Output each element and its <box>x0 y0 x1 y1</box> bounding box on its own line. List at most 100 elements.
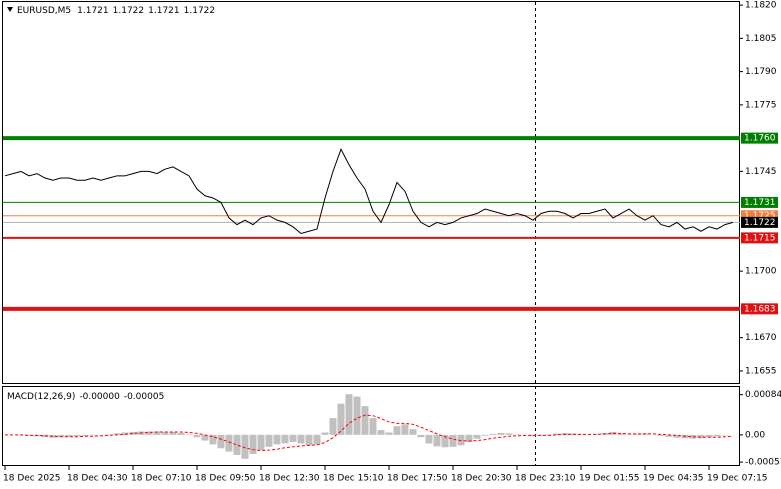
level-label-box <box>741 232 778 244</box>
signal-line <box>5 414 734 452</box>
level-label-box <box>741 210 778 222</box>
level-label: 1.1725 <box>744 211 776 221</box>
y-tick-label: 0.00 <box>745 430 765 440</box>
macd-bar <box>225 434 233 452</box>
macd-bar <box>345 394 353 435</box>
level-label: 1.1731 <box>744 198 776 208</box>
macd-bar <box>217 434 225 449</box>
macd-bar <box>329 418 337 435</box>
header-arrow <box>7 7 13 12</box>
macd-bar <box>401 424 409 435</box>
macd-bar <box>713 434 721 437</box>
symbol: EURUSD,M5 <box>17 6 71 16</box>
x-tick-label: 18 Dec 2025 <box>3 474 61 484</box>
x-tick-label: 18 Dec 23:10 <box>515 474 576 484</box>
x-tick-label: 18 Dec 04:30 <box>67 474 128 484</box>
macd-bar <box>473 434 481 439</box>
quote: 1.1722 <box>113 6 145 16</box>
price-line <box>4 147 734 235</box>
macd-bar <box>113 433 121 435</box>
y-tick-label: 1.1820 <box>745 1 777 11</box>
macd-bar <box>633 433 641 435</box>
level-label-box <box>741 132 778 144</box>
x-tick-label: 18 Dec 07:10 <box>131 474 192 484</box>
quote: 1.1722 <box>184 6 216 16</box>
x-tick-label: 19 Dec 07:15 <box>707 474 768 484</box>
macd-bar <box>73 434 81 437</box>
y-tick-label: 1.1670 <box>745 333 777 343</box>
level-label: 1.1722 <box>744 218 776 228</box>
y-tick-label: 1.1790 <box>745 67 777 77</box>
level-label-box <box>741 196 778 208</box>
macd-bar <box>201 434 209 441</box>
macd-bar <box>241 434 249 459</box>
macd-bar <box>409 429 417 435</box>
macd-bar <box>593 433 601 435</box>
macd-bar <box>281 434 289 444</box>
macd-bar <box>569 433 577 435</box>
macd-bar <box>193 434 201 438</box>
macd-bar <box>257 434 265 451</box>
symbol-header: EURUSD,M5 1.1721 1.1722 1.1721 1.1722 <box>17 6 215 16</box>
macd-bar <box>609 431 617 435</box>
macd-bar <box>297 434 305 444</box>
macd-bar <box>169 431 177 435</box>
macd-bar <box>57 434 65 438</box>
y-tick-label: 1.1805 <box>745 34 777 44</box>
x-tick-label: 18 Dec 17:50 <box>387 474 448 484</box>
x-tick-label: 19 Dec 04:35 <box>643 474 704 484</box>
macd-bar <box>321 432 329 435</box>
macd-bar <box>25 434 33 436</box>
macd-bar <box>665 434 673 437</box>
macd-reading: -0.00005 <box>124 392 164 402</box>
macd-bar <box>145 431 153 435</box>
x-tick-label: 18 Dec 12:30 <box>259 474 320 484</box>
macd-bar <box>209 434 217 445</box>
level-label: 1.1715 <box>744 233 776 243</box>
x-tick-label: 19 Dec 01:55 <box>579 474 640 484</box>
macd-bar <box>369 418 377 435</box>
macd-bar <box>553 433 561 435</box>
macd-bar <box>305 434 313 446</box>
macd-bar <box>657 434 665 436</box>
x-tick-label: 18 Dec 20:30 <box>451 474 512 484</box>
y-tick-label: 0.00084 <box>745 390 781 400</box>
macd-reading: -0.00000 <box>79 392 120 402</box>
macd-bar <box>273 434 281 445</box>
macd-bar <box>505 433 513 435</box>
macd-bar <box>161 431 169 435</box>
level-label-box <box>741 303 778 315</box>
macd-bar <box>425 434 433 444</box>
quote: 1.1721 <box>77 6 109 16</box>
macd-bar <box>177 432 185 435</box>
x-tick-label: 18 Dec 15:10 <box>323 474 384 484</box>
macd-bar <box>697 434 705 439</box>
macd-bar <box>249 434 257 454</box>
macd-bar <box>617 433 625 435</box>
level-label: 1.1760 <box>744 134 776 144</box>
y-tick-label: 1.1745 <box>745 167 777 177</box>
macd-bar <box>121 432 129 435</box>
macd-bar <box>393 426 401 435</box>
macd-bar <box>361 406 369 435</box>
macd-bar <box>529 434 537 437</box>
level-label-box <box>741 216 778 228</box>
macd-bar <box>337 403 345 435</box>
macd-bar <box>497 432 505 435</box>
macd-bar <box>417 434 425 438</box>
macd-bar <box>233 434 241 455</box>
macd-bar <box>65 434 73 437</box>
macd-bar <box>441 434 449 448</box>
macd-bar <box>313 434 321 445</box>
x-tick-label: 18 Dec 09:50 <box>195 474 256 484</box>
macd-bar <box>153 431 161 435</box>
macd-bar <box>489 433 497 435</box>
macd-bar <box>129 431 137 435</box>
macd-title: MACD(12,26,9) <box>7 392 75 402</box>
macd-bar <box>449 434 457 447</box>
macd-bar <box>433 434 441 447</box>
macd-bar <box>353 396 361 435</box>
macd-bar <box>705 434 713 438</box>
macd-bar <box>481 434 489 436</box>
